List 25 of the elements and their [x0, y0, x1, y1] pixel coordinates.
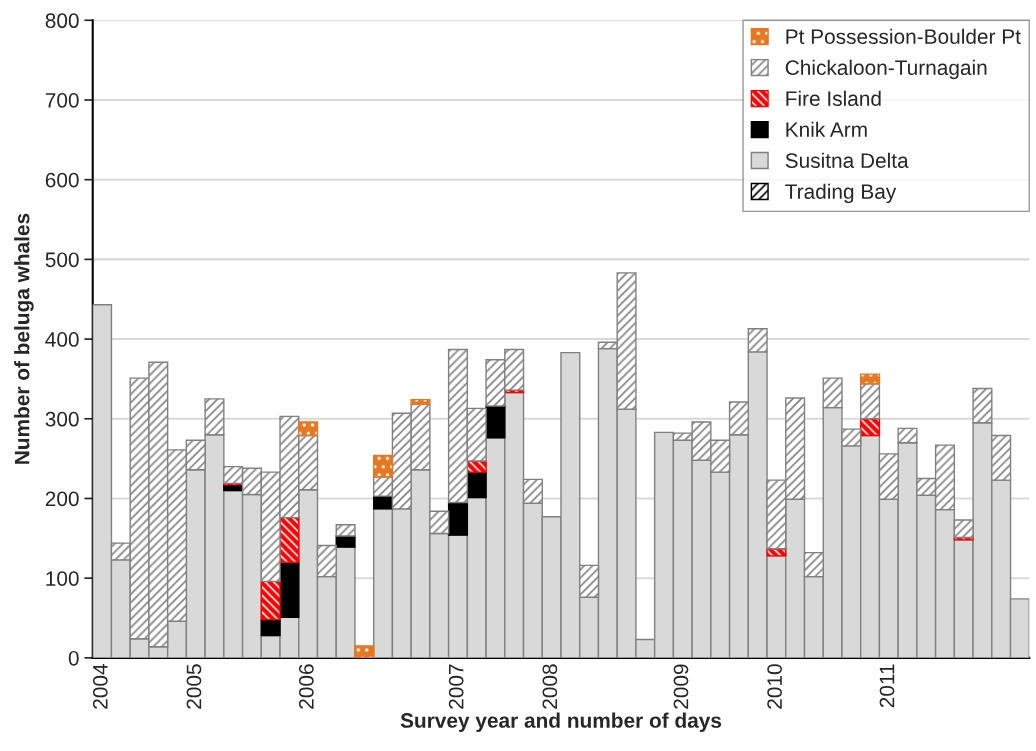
x-tick-label: 2011 — [879, 664, 895, 708]
y-tick-label: 400 — [45, 332, 79, 347]
legend-label: Pt Possession-Boulder Pt — [786, 28, 1021, 45]
x-tick-label: 2006 — [298, 664, 314, 709]
legend-label: Fire Island — [786, 90, 881, 106]
x-tick-label: 2007 — [448, 664, 464, 709]
x-tick-label: 2005 — [186, 664, 202, 709]
x-tick-label: 2009 — [673, 664, 689, 709]
y-tick-label: 700 — [45, 92, 79, 108]
y-tick-label: 100 — [46, 571, 79, 586]
x-tick-label: 2008 — [542, 664, 558, 709]
y-tick-label: 200 — [45, 491, 79, 507]
y-tick-label: 0 — [68, 650, 79, 666]
y-tick-label: 800 — [45, 13, 79, 29]
legend-label: Chickaloon-Turnagain — [785, 59, 987, 80]
legend-label: Trading Bay — [785, 183, 897, 204]
y-axis-title: Number of beluga whales — [14, 213, 34, 464]
y-tick-label: 600 — [45, 172, 79, 188]
y-tick-label: 500 — [45, 252, 79, 268]
x-tick-label: 2004 — [92, 664, 108, 709]
x-axis-title: Survey year and number of days — [400, 712, 722, 732]
y-tick-label: 300 — [45, 411, 79, 427]
legend-label: Susitna Delta — [785, 152, 909, 168]
x-tick-label: 2010 — [767, 664, 782, 709]
legend-label: Knik Arm — [786, 121, 867, 137]
